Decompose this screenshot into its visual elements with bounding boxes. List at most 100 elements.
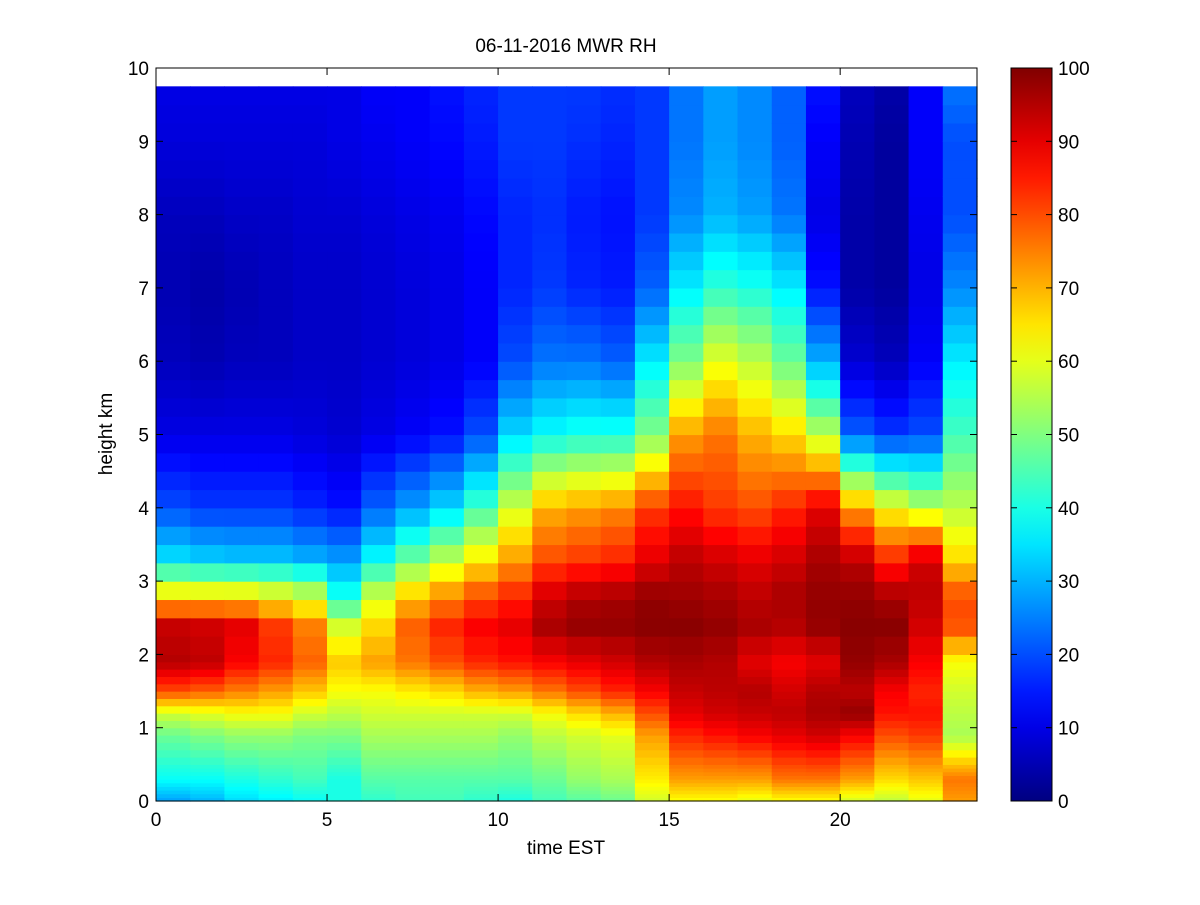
heatmap-cell — [224, 720, 260, 729]
heatmap-cell — [429, 269, 465, 289]
heatmap-cell — [874, 159, 910, 179]
heatmap-cell — [395, 471, 431, 491]
heatmap-cell — [258, 232, 294, 252]
heatmap-cell — [395, 251, 431, 271]
heatmap-cell — [395, 287, 431, 307]
heatmap-cell — [669, 720, 704, 729]
heatmap-cell — [156, 727, 191, 736]
heatmap-cell — [737, 471, 773, 491]
heatmap-cell — [498, 104, 533, 124]
heatmap-cell — [669, 727, 704, 736]
heatmap-cell — [498, 797, 533, 802]
heatmap-cell — [327, 705, 362, 714]
heatmap-cell — [395, 507, 431, 527]
heatmap-cell — [703, 342, 739, 362]
heatmap-cell — [429, 416, 465, 436]
heatmap-cell — [429, 749, 465, 758]
heatmap-cell — [874, 269, 910, 289]
heatmap-cell — [429, 562, 465, 582]
heatmap-cell — [463, 177, 499, 197]
heatmap-cell — [429, 251, 465, 271]
heatmap-cell — [874, 507, 910, 527]
heatmap-cell — [805, 768, 841, 773]
heatmap-cell — [190, 669, 226, 677]
heatmap-cell — [840, 786, 875, 791]
heatmap-cell — [190, 676, 226, 685]
heatmap-cell — [429, 720, 465, 729]
heatmap-cell — [942, 676, 978, 685]
heatmap-cell — [258, 86, 294, 106]
heatmap-cell — [156, 232, 191, 252]
heatmap-cell — [874, 771, 910, 776]
heatmap-cell — [908, 727, 944, 736]
heatmap-cell — [361, 617, 397, 637]
heatmap-cell — [942, 669, 978, 677]
heatmap-cell — [942, 749, 978, 758]
heatmap-cell — [292, 361, 328, 381]
heatmap-cell — [429, 397, 465, 417]
heatmap-cell — [429, 786, 465, 791]
heatmap-cell — [498, 786, 533, 791]
heatmap-cell — [327, 797, 362, 802]
heatmap-cell — [190, 507, 226, 527]
heatmap-cell — [395, 771, 431, 776]
heatmap-cell — [156, 713, 191, 721]
heatmap-cell — [669, 768, 704, 773]
heatmap-cell — [463, 141, 499, 161]
heatmap-cell — [292, 287, 328, 307]
y-tick-label: 3 — [138, 572, 149, 593]
heatmap-cell — [532, 775, 568, 780]
heatmap-cell — [190, 141, 226, 161]
heatmap-cell — [190, 416, 226, 436]
heatmap-cell — [703, 177, 739, 197]
heatmap-cell — [156, 749, 191, 758]
heatmap-cell — [942, 797, 978, 802]
heatmap-cell — [634, 775, 670, 780]
heatmap-cell — [498, 581, 533, 601]
heatmap-cell — [600, 287, 636, 307]
heatmap-cell — [156, 735, 191, 743]
heatmap-cell — [771, 793, 807, 798]
colorbar-tick-label: 80 — [1058, 206, 1079, 227]
heatmap-cell — [566, 654, 602, 663]
heatmap-cell — [156, 683, 191, 692]
heatmap-cell — [463, 214, 499, 234]
heatmap-cell — [498, 661, 533, 670]
heatmap-cell — [498, 489, 533, 509]
heatmap-cell — [532, 86, 568, 106]
heatmap-cell — [498, 214, 533, 234]
heatmap-cell — [498, 544, 533, 564]
heatmap-cell — [429, 790, 465, 795]
heatmap-cell — [874, 251, 910, 271]
heatmap-cell — [942, 599, 978, 619]
heatmap-cell — [771, 683, 807, 692]
heatmap-cell — [600, 771, 636, 776]
heatmap-cell — [463, 742, 499, 751]
heatmap-cell — [600, 86, 636, 106]
heatmap-cell — [156, 507, 191, 527]
heatmap-cell — [327, 287, 362, 307]
heatmap-cell — [498, 691, 533, 699]
heatmap-cell — [874, 786, 910, 791]
heatmap-cell — [463, 691, 499, 699]
heatmap-cell — [566, 599, 602, 619]
heatmap-cell — [771, 749, 807, 758]
heatmap-cell — [805, 416, 841, 436]
heatmap-cell — [874, 489, 910, 509]
heatmap-cell — [908, 141, 944, 161]
heatmap-cell — [840, 636, 875, 655]
heatmap-cell — [874, 434, 910, 454]
heatmap-cell — [156, 720, 191, 729]
heatmap-cell — [498, 416, 533, 436]
heatmap-cell — [532, 771, 568, 776]
heatmap-cell — [190, 617, 226, 637]
heatmap-cell — [532, 196, 568, 216]
heatmap-cell — [840, 507, 875, 527]
heatmap-cell — [942, 251, 978, 271]
y-tick-label: 6 — [138, 352, 149, 373]
heatmap-cell — [634, 797, 670, 802]
heatmap-cell — [429, 122, 465, 142]
heatmap-cell — [566, 793, 602, 798]
heatmap-cell — [634, 617, 670, 637]
heatmap-cell — [258, 793, 294, 798]
